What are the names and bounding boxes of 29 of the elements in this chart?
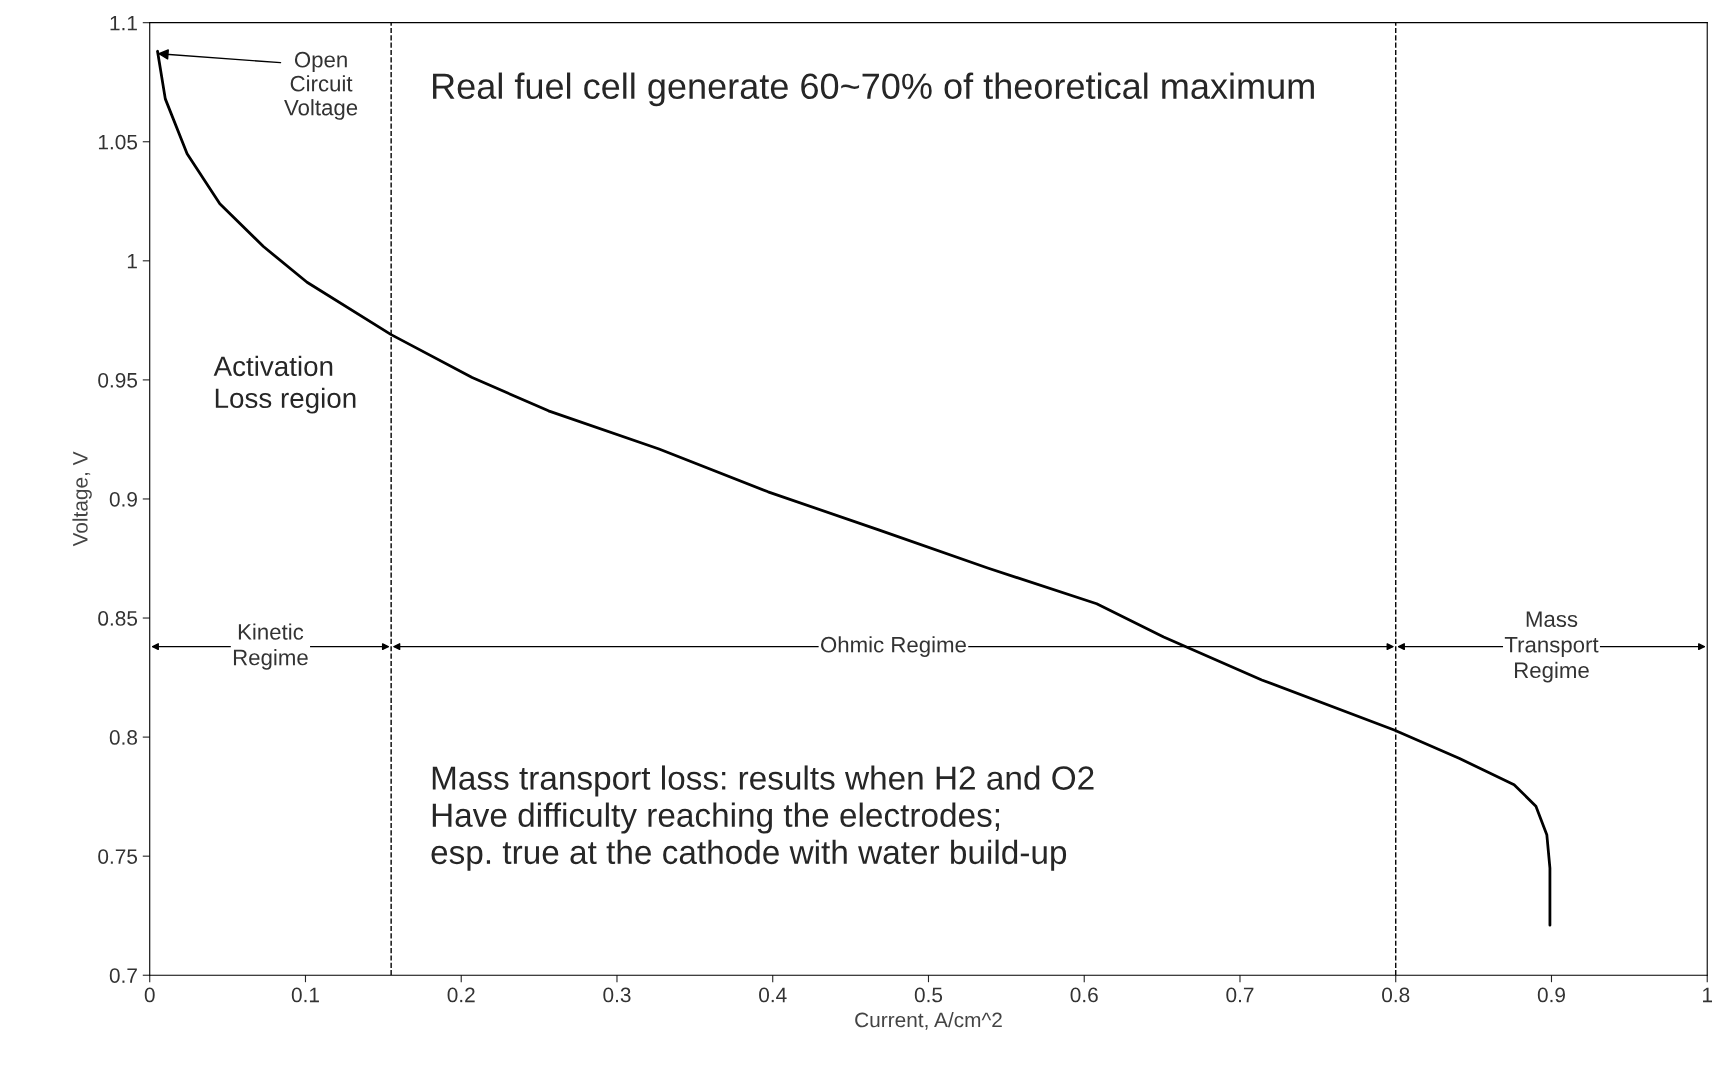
y-tick-label: 0.7	[109, 968, 137, 983]
annotation: Mass Transport Regime	[1504, 611, 1599, 683]
annotation: Real fuel cell generate 60~70% of theoretical maximum	[433, 72, 1314, 107]
annotation: Kinetic Regime	[233, 623, 308, 670]
x-tick-label: 0.1	[291, 987, 319, 1003]
x-tick-label: 0.9	[1537, 987, 1565, 1003]
x-tick-label: 0.5	[914, 987, 943, 1003]
y-tick-label: 1	[127, 254, 137, 269]
y-axis-title: Voltage, V	[72, 451, 92, 547]
x-tick-label: 0.4	[759, 987, 787, 1003]
x-tick-label: 0.8	[1382, 987, 1410, 1003]
y-tick-label: 0.9	[109, 491, 137, 507]
x-tick-label: 0.2	[447, 987, 475, 1003]
y-tick-label: 1.05	[98, 134, 138, 150]
annotation: Activation Loss region	[213, 355, 356, 414]
y-tick-label: 0.75	[98, 849, 138, 864]
y-tick-label: 1.1	[110, 15, 137, 31]
y-tick-label: 0.85	[98, 611, 138, 626]
y-tick-label: 0.95	[98, 372, 138, 388]
x-tick-label: 0	[144, 987, 155, 1003]
x-tick-label: 0.7	[1226, 987, 1254, 1003]
x-tick-label: 0.6	[1070, 987, 1098, 1003]
annotation: Mass transport loss: results when H2 and O2 Have difficulty reaching the electrodes; esp. true at the cathode with water build-up	[431, 765, 1094, 871]
x-tick-label: 0.3	[603, 987, 631, 1003]
y-tick-label: 0.8	[109, 730, 138, 745]
x-axis-title: Current, A/cm^2	[855, 1012, 1002, 1030]
x-tick-label: 1	[1703, 987, 1713, 1003]
annotation: Open Circuit Voltage	[284, 51, 358, 120]
annotation: Ohmic Regime	[821, 636, 966, 657]
